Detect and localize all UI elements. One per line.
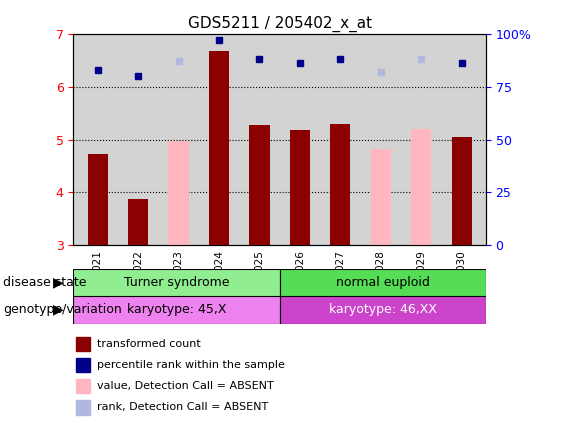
Bar <box>371 149 391 245</box>
Text: normal euploid: normal euploid <box>336 276 430 289</box>
Bar <box>330 124 350 245</box>
Title: GDS5211 / 205402_x_at: GDS5211 / 205402_x_at <box>188 16 372 33</box>
Bar <box>76 400 90 415</box>
Bar <box>88 154 108 245</box>
Text: value, Detection Call = ABSENT: value, Detection Call = ABSENT <box>97 381 273 391</box>
Bar <box>209 51 229 245</box>
Bar <box>128 199 148 245</box>
Bar <box>73 269 280 296</box>
Bar <box>249 125 270 245</box>
Text: Turner syndrome: Turner syndrome <box>124 276 229 289</box>
Text: genotype/variation: genotype/variation <box>3 303 121 316</box>
Text: karyotype: 45,X: karyotype: 45,X <box>127 303 227 316</box>
Bar <box>280 296 486 324</box>
Bar <box>290 130 310 245</box>
Bar <box>168 141 189 245</box>
Text: percentile rank within the sample: percentile rank within the sample <box>97 360 284 370</box>
Bar <box>280 269 486 296</box>
Bar <box>76 358 90 372</box>
Text: disease state: disease state <box>3 276 86 288</box>
Text: ▶: ▶ <box>53 275 63 289</box>
Text: rank, Detection Call = ABSENT: rank, Detection Call = ABSENT <box>97 402 268 412</box>
Bar <box>76 337 90 351</box>
Text: ▶: ▶ <box>53 302 63 317</box>
Bar <box>411 129 431 245</box>
Text: karyotype: 46,XX: karyotype: 46,XX <box>329 303 437 316</box>
Bar <box>76 379 90 393</box>
Bar <box>73 296 280 324</box>
Bar <box>451 137 472 245</box>
Text: transformed count: transformed count <box>97 339 200 349</box>
